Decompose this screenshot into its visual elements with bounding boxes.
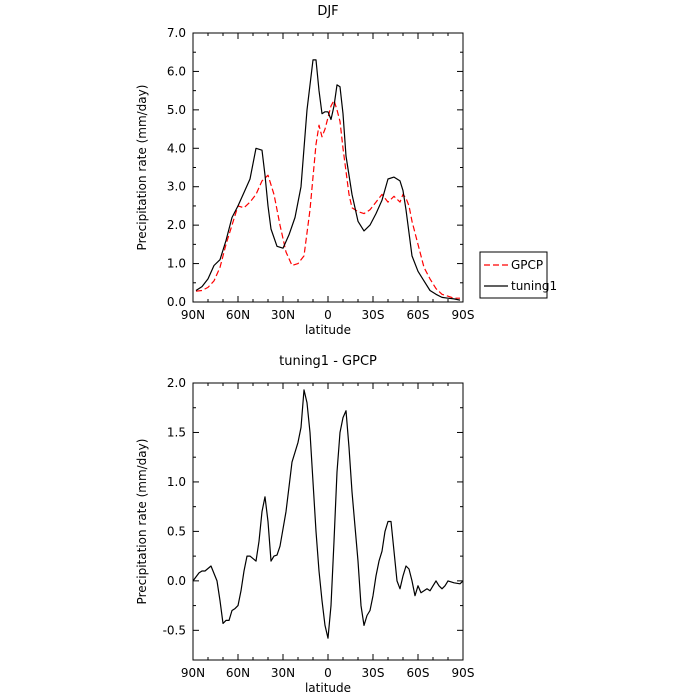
- x-tick-label: 60S: [407, 308, 430, 322]
- y-tick-label: 1.5: [167, 425, 186, 439]
- y-tick-label: 2.0: [167, 218, 186, 232]
- y-tick-label: -0.5: [163, 623, 186, 637]
- x-tick-label: 60N: [226, 666, 250, 680]
- y-axis-label: Precipitation rate (mm/day): [135, 439, 149, 605]
- x-tick-label: 90N: [181, 308, 205, 322]
- series-line-tuning1: [195, 59, 461, 301]
- y-tick-label: 4.0: [167, 141, 186, 155]
- legend-label: GPCP: [511, 258, 543, 272]
- y-tick-label: 6.0: [167, 64, 186, 78]
- y-tick-label: 5.0: [167, 103, 186, 117]
- x-tick-label: 0: [324, 666, 332, 680]
- x-tick-label: 30N: [271, 308, 295, 322]
- y-tick-label: 0.5: [167, 524, 186, 538]
- plot-frame: [192, 382, 464, 661]
- x-tick-label: 90S: [452, 308, 475, 322]
- chart-panel-1: DJF 90N 60N 30N 0 30S 60S 90S 0.0 1.0 2.0 3.0 4.0 5.0…: [135, 4, 557, 337]
- legend: GPCP tuning1: [479, 251, 557, 299]
- y-tick-label: 1.0: [167, 257, 186, 271]
- x-tick-label: 30S: [362, 666, 385, 680]
- y-tick-label: 7.0: [167, 26, 186, 40]
- x-tick-label: 0: [324, 308, 332, 322]
- chart-title: tuning1 - GPCP: [279, 354, 377, 369]
- y-tick-label: 3.0: [167, 180, 186, 194]
- y-tick-label: 0.0: [167, 295, 186, 309]
- legend-box: [479, 251, 548, 299]
- x-tick-label: 60N: [226, 308, 250, 322]
- y-tick-label: 0.0: [167, 574, 186, 588]
- y-tick-label: 2.0: [167, 376, 186, 390]
- x-tick-label: 90S: [452, 666, 475, 680]
- chart-title: DJF: [317, 4, 338, 19]
- x-tick-label: 30N: [271, 666, 295, 680]
- y-tick-label: 1.0: [167, 475, 186, 489]
- x-tick-label: 90N: [181, 666, 205, 680]
- x-tick-label: 60S: [407, 666, 430, 680]
- series-line-gpcp: [195, 99, 460, 299]
- y-axis-label: Precipitation rate (mm/day): [135, 85, 149, 251]
- legend-label: tuning1: [511, 279, 557, 293]
- x-tick-label: 30S: [362, 308, 385, 322]
- x-axis-label: latitude: [305, 681, 351, 695]
- chart-panel-2: tuning1 - GPCP 90N 60N 30N 0 30S 60S 90S -0.5 0.0…: [135, 354, 474, 695]
- x-axis-label: latitude: [305, 323, 351, 337]
- series-line-difference: [192, 389, 464, 639]
